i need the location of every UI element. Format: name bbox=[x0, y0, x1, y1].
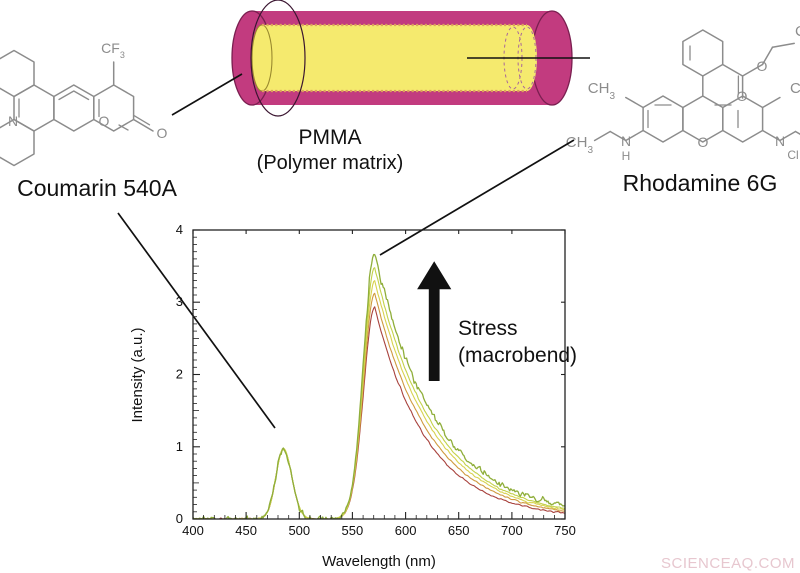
svg-text:O: O bbox=[737, 88, 748, 104]
svg-text:N: N bbox=[775, 133, 785, 149]
svg-text:650: 650 bbox=[448, 523, 470, 538]
svg-text:O: O bbox=[757, 58, 768, 74]
svg-text:700: 700 bbox=[501, 523, 523, 538]
svg-text:O: O bbox=[157, 125, 168, 141]
svg-text:Cl: Cl bbox=[787, 148, 798, 162]
svg-text:H: H bbox=[622, 149, 631, 163]
svg-text:CH3: CH3 bbox=[795, 23, 800, 45]
svg-text:CF3: CF3 bbox=[101, 40, 125, 60]
svg-text:Intensity (a.u.): Intensity (a.u.) bbox=[129, 327, 146, 422]
svg-text:1: 1 bbox=[176, 439, 183, 454]
svg-text:SCIENCEAQ.COM: SCIENCEAQ.COM bbox=[661, 555, 795, 572]
svg-text:O: O bbox=[99, 113, 110, 129]
svg-text:500: 500 bbox=[288, 523, 310, 538]
svg-text:0: 0 bbox=[176, 511, 183, 526]
svg-text:450: 450 bbox=[235, 523, 257, 538]
svg-text:550: 550 bbox=[342, 523, 364, 538]
svg-text:(macrobend): (macrobend) bbox=[458, 344, 577, 367]
svg-text:O: O bbox=[698, 134, 709, 150]
svg-text:750: 750 bbox=[554, 523, 576, 538]
svg-text:600: 600 bbox=[395, 523, 417, 538]
svg-text:CH3: CH3 bbox=[566, 134, 594, 156]
svg-text:PMMA: PMMA bbox=[299, 126, 362, 149]
svg-text:4: 4 bbox=[176, 222, 183, 237]
svg-text:3: 3 bbox=[176, 294, 183, 309]
svg-text:CH3: CH3 bbox=[790, 80, 800, 102]
svg-text:Rhodamine 6G: Rhodamine 6G bbox=[623, 170, 778, 196]
svg-text:Stress: Stress bbox=[458, 317, 518, 340]
svg-text:N: N bbox=[621, 133, 631, 149]
svg-text:N: N bbox=[8, 113, 18, 129]
svg-text:(Polymer matrix): (Polymer matrix) bbox=[257, 152, 404, 174]
svg-text:CH3: CH3 bbox=[588, 80, 616, 102]
svg-text:400: 400 bbox=[182, 523, 204, 538]
svg-text:Wavelength (nm): Wavelength (nm) bbox=[322, 553, 436, 570]
svg-text:2: 2 bbox=[176, 367, 183, 382]
svg-text:Coumarin 540A: Coumarin 540A bbox=[17, 175, 177, 201]
